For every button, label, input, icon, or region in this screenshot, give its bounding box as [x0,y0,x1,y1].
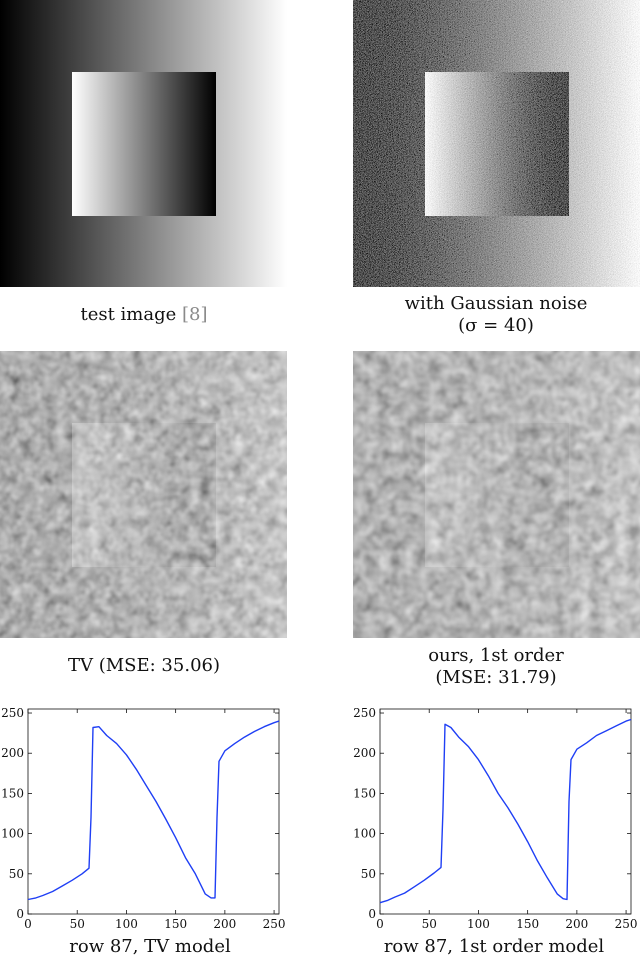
x-tick-label: 100 [115,917,138,928]
y-tick-label: 100 [1,827,24,841]
y-tick-label: 50 [9,867,24,881]
tv-result-image [0,351,287,638]
y-tick-label: 150 [1,786,24,800]
caption-plot-ours: row 87, 1st order model [334,936,640,958]
x-tick-label: 0 [24,917,32,928]
caption-tv: TV (MSE: 35.06) [0,655,304,677]
caption-noisy-line2: (σ = 40) [458,315,534,336]
y-tick-label: 0 [368,907,376,921]
y-tick-label: 250 [353,706,376,720]
x-tick-label: 100 [467,917,490,928]
row-87-tv-plot: 0 50 100 150 200 250 0 50 100 150 200 250 [1,706,286,928]
y-tick-label: 200 [353,746,376,760]
series-line [379,718,632,904]
plot-frame [379,708,632,915]
noisy-image [353,0,640,287]
y-tick-label: 0 [16,907,24,921]
x-tick-label: 50 [422,917,437,928]
caption-noisy-image: with Gaussian noise (σ = 40) [336,293,640,337]
caption-plot-tv: row 87, TV model [0,936,310,958]
caption-ours-line1: ours, 1st order [428,645,564,666]
y-tick-label: 250 [1,706,24,720]
x-tick-label: 150 [164,917,187,928]
caption-noisy-line1: with Gaussian noise [404,293,588,314]
citation-link[interactable]: [8] [182,304,208,325]
x-tick-label: 0 [376,917,384,928]
caption-plot-ours-text: row 87, 1st order model [383,936,605,957]
y-tick-label: 200 [1,746,24,760]
caption-ours-line2: (MSE: 31.79) [435,667,557,688]
x-tick-label: 250 [263,917,286,928]
caption-tv-text: TV (MSE: 35.06) [68,655,220,676]
x-tick-label: 250 [615,917,638,928]
caption-ours: ours, 1st order (MSE: 31.79) [336,645,640,689]
x-tick-label: 200 [213,917,236,928]
ours-result-image [353,351,640,638]
x-tick-label: 150 [516,917,539,928]
x-tick-label: 50 [70,917,85,928]
caption-plot-tv-text: row 87, TV model [69,936,231,957]
y-tick-label: 100 [353,827,376,841]
plot-frame [27,708,280,915]
row-87-first-order-plot: 0 50 100 150 200 250 0 50 100 150 200 250 [353,706,638,928]
series-line [27,720,280,901]
caption-test-image-text: test image [80,304,177,325]
y-tick-label: 150 [353,786,376,800]
x-tick-label: 200 [565,917,588,928]
test-image [0,0,287,287]
y-tick-label: 50 [361,867,376,881]
caption-test-image: test image [8] [0,304,304,326]
